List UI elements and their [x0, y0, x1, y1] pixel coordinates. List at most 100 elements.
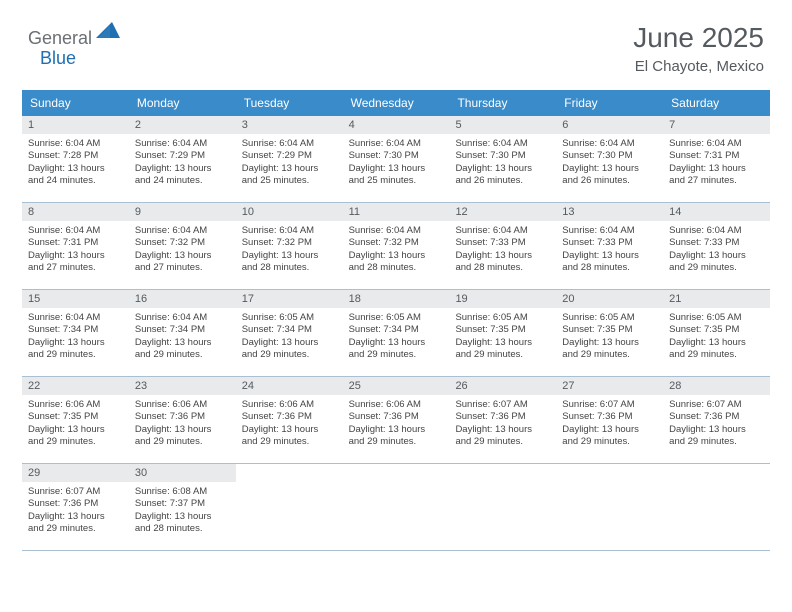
day-cell: 30Sunrise: 6:08 AMSunset: 7:37 PMDayligh…	[129, 464, 236, 550]
sunrise-line: Sunrise: 6:04 AM	[349, 138, 444, 150]
day-cell: 17Sunrise: 6:05 AMSunset: 7:34 PMDayligh…	[236, 290, 343, 376]
day-number: 5	[449, 116, 556, 134]
sunset-line: Sunset: 7:34 PM	[28, 324, 123, 336]
day-body: Sunrise: 6:07 AMSunset: 7:36 PMDaylight:…	[556, 395, 663, 452]
sunset-line: Sunset: 7:33 PM	[562, 237, 657, 249]
week-row: 22Sunrise: 6:06 AMSunset: 7:35 PMDayligh…	[22, 377, 770, 464]
day-cell: 19Sunrise: 6:05 AMSunset: 7:35 PMDayligh…	[449, 290, 556, 376]
day-body: Sunrise: 6:08 AMSunset: 7:37 PMDaylight:…	[129, 482, 236, 539]
day-body: Sunrise: 6:06 AMSunset: 7:36 PMDaylight:…	[236, 395, 343, 452]
daylight-line: Daylight: 13 hours and 29 minutes.	[135, 424, 230, 449]
day-body: Sunrise: 6:07 AMSunset: 7:36 PMDaylight:…	[22, 482, 129, 539]
day-cell: 9Sunrise: 6:04 AMSunset: 7:32 PMDaylight…	[129, 203, 236, 289]
sunset-line: Sunset: 7:32 PM	[135, 237, 230, 249]
day-header: Tuesday	[236, 90, 343, 116]
day-body: Sunrise: 6:04 AMSunset: 7:30 PMDaylight:…	[449, 134, 556, 191]
sunset-line: Sunset: 7:29 PM	[135, 150, 230, 162]
daylight-line: Daylight: 13 hours and 28 minutes.	[135, 511, 230, 536]
sunset-line: Sunset: 7:35 PM	[28, 411, 123, 423]
sunrise-line: Sunrise: 6:04 AM	[242, 225, 337, 237]
sunset-line: Sunset: 7:30 PM	[349, 150, 444, 162]
day-body: Sunrise: 6:05 AMSunset: 7:34 PMDaylight:…	[343, 308, 450, 365]
daylight-line: Daylight: 13 hours and 27 minutes.	[135, 250, 230, 275]
day-cell: 25Sunrise: 6:06 AMSunset: 7:36 PMDayligh…	[343, 377, 450, 463]
sunset-line: Sunset: 7:36 PM	[669, 411, 764, 423]
week-row: 15Sunrise: 6:04 AMSunset: 7:34 PMDayligh…	[22, 290, 770, 377]
day-cell: 14Sunrise: 6:04 AMSunset: 7:33 PMDayligh…	[663, 203, 770, 289]
day-cell: 15Sunrise: 6:04 AMSunset: 7:34 PMDayligh…	[22, 290, 129, 376]
daylight-line: Daylight: 13 hours and 28 minutes.	[242, 250, 337, 275]
daylight-line: Daylight: 13 hours and 28 minutes.	[455, 250, 550, 275]
logo-text-general: General	[28, 28, 92, 49]
sunrise-line: Sunrise: 6:05 AM	[562, 312, 657, 324]
week-row: 8Sunrise: 6:04 AMSunset: 7:31 PMDaylight…	[22, 203, 770, 290]
day-cell: 8Sunrise: 6:04 AMSunset: 7:31 PMDaylight…	[22, 203, 129, 289]
day-body: Sunrise: 6:06 AMSunset: 7:36 PMDaylight:…	[343, 395, 450, 452]
day-number: 11	[343, 203, 450, 221]
day-number: 30	[129, 464, 236, 482]
sunrise-line: Sunrise: 6:06 AM	[242, 399, 337, 411]
day-header: Wednesday	[343, 90, 450, 116]
day-number: 1	[22, 116, 129, 134]
sunrise-line: Sunrise: 6:04 AM	[455, 225, 550, 237]
sunrise-line: Sunrise: 6:04 AM	[28, 225, 123, 237]
day-cell: 23Sunrise: 6:06 AMSunset: 7:36 PMDayligh…	[129, 377, 236, 463]
daylight-line: Daylight: 13 hours and 28 minutes.	[349, 250, 444, 275]
logo: General Blue	[28, 28, 120, 49]
day-body: Sunrise: 6:04 AMSunset: 7:29 PMDaylight:…	[236, 134, 343, 191]
day-number: 6	[556, 116, 663, 134]
day-cell	[663, 464, 770, 550]
daylight-line: Daylight: 13 hours and 25 minutes.	[242, 163, 337, 188]
daylight-line: Daylight: 13 hours and 27 minutes.	[669, 163, 764, 188]
sunset-line: Sunset: 7:34 PM	[349, 324, 444, 336]
sunset-line: Sunset: 7:35 PM	[669, 324, 764, 336]
sunset-line: Sunset: 7:32 PM	[349, 237, 444, 249]
day-body: Sunrise: 6:04 AMSunset: 7:32 PMDaylight:…	[343, 221, 450, 278]
day-body: Sunrise: 6:04 AMSunset: 7:30 PMDaylight:…	[343, 134, 450, 191]
daylight-line: Daylight: 13 hours and 26 minutes.	[562, 163, 657, 188]
daylight-line: Daylight: 13 hours and 29 minutes.	[242, 337, 337, 362]
title-block: June 2025 El Chayote, Mexico	[633, 22, 764, 75]
sunset-line: Sunset: 7:36 PM	[562, 411, 657, 423]
daylight-line: Daylight: 13 hours and 29 minutes.	[562, 424, 657, 449]
logo-text-blue: Blue	[40, 48, 76, 69]
day-body: Sunrise: 6:04 AMSunset: 7:33 PMDaylight:…	[449, 221, 556, 278]
day-body: Sunrise: 6:04 AMSunset: 7:28 PMDaylight:…	[22, 134, 129, 191]
day-body: Sunrise: 6:04 AMSunset: 7:29 PMDaylight:…	[129, 134, 236, 191]
daylight-line: Daylight: 13 hours and 29 minutes.	[455, 337, 550, 362]
day-number: 18	[343, 290, 450, 308]
sunrise-line: Sunrise: 6:04 AM	[562, 138, 657, 150]
sunrise-line: Sunrise: 6:05 AM	[242, 312, 337, 324]
daylight-line: Daylight: 13 hours and 29 minutes.	[28, 337, 123, 362]
day-body: Sunrise: 6:07 AMSunset: 7:36 PMDaylight:…	[449, 395, 556, 452]
sunset-line: Sunset: 7:32 PM	[242, 237, 337, 249]
day-header: Friday	[556, 90, 663, 116]
sunset-line: Sunset: 7:29 PM	[242, 150, 337, 162]
daylight-line: Daylight: 13 hours and 29 minutes.	[242, 424, 337, 449]
day-cell: 13Sunrise: 6:04 AMSunset: 7:33 PMDayligh…	[556, 203, 663, 289]
sunset-line: Sunset: 7:30 PM	[455, 150, 550, 162]
sunrise-line: Sunrise: 6:04 AM	[455, 138, 550, 150]
day-cell: 12Sunrise: 6:04 AMSunset: 7:33 PMDayligh…	[449, 203, 556, 289]
sunset-line: Sunset: 7:34 PM	[242, 324, 337, 336]
daylight-line: Daylight: 13 hours and 28 minutes.	[562, 250, 657, 275]
day-number: 29	[22, 464, 129, 482]
daylight-line: Daylight: 13 hours and 29 minutes.	[669, 337, 764, 362]
day-number: 21	[663, 290, 770, 308]
sunrise-line: Sunrise: 6:06 AM	[349, 399, 444, 411]
daylight-line: Daylight: 13 hours and 24 minutes.	[28, 163, 123, 188]
day-body: Sunrise: 6:04 AMSunset: 7:33 PMDaylight:…	[663, 221, 770, 278]
sunrise-line: Sunrise: 6:07 AM	[669, 399, 764, 411]
sunrise-line: Sunrise: 6:05 AM	[455, 312, 550, 324]
sunset-line: Sunset: 7:36 PM	[349, 411, 444, 423]
day-body: Sunrise: 6:04 AMSunset: 7:32 PMDaylight:…	[129, 221, 236, 278]
day-body: Sunrise: 6:05 AMSunset: 7:35 PMDaylight:…	[449, 308, 556, 365]
sunrise-line: Sunrise: 6:05 AM	[669, 312, 764, 324]
sunset-line: Sunset: 7:34 PM	[135, 324, 230, 336]
daylight-line: Daylight: 13 hours and 26 minutes.	[455, 163, 550, 188]
day-number: 13	[556, 203, 663, 221]
sunrise-line: Sunrise: 6:08 AM	[135, 486, 230, 498]
day-body: Sunrise: 6:07 AMSunset: 7:36 PMDaylight:…	[663, 395, 770, 452]
sunrise-line: Sunrise: 6:04 AM	[669, 138, 764, 150]
sunrise-line: Sunrise: 6:04 AM	[349, 225, 444, 237]
